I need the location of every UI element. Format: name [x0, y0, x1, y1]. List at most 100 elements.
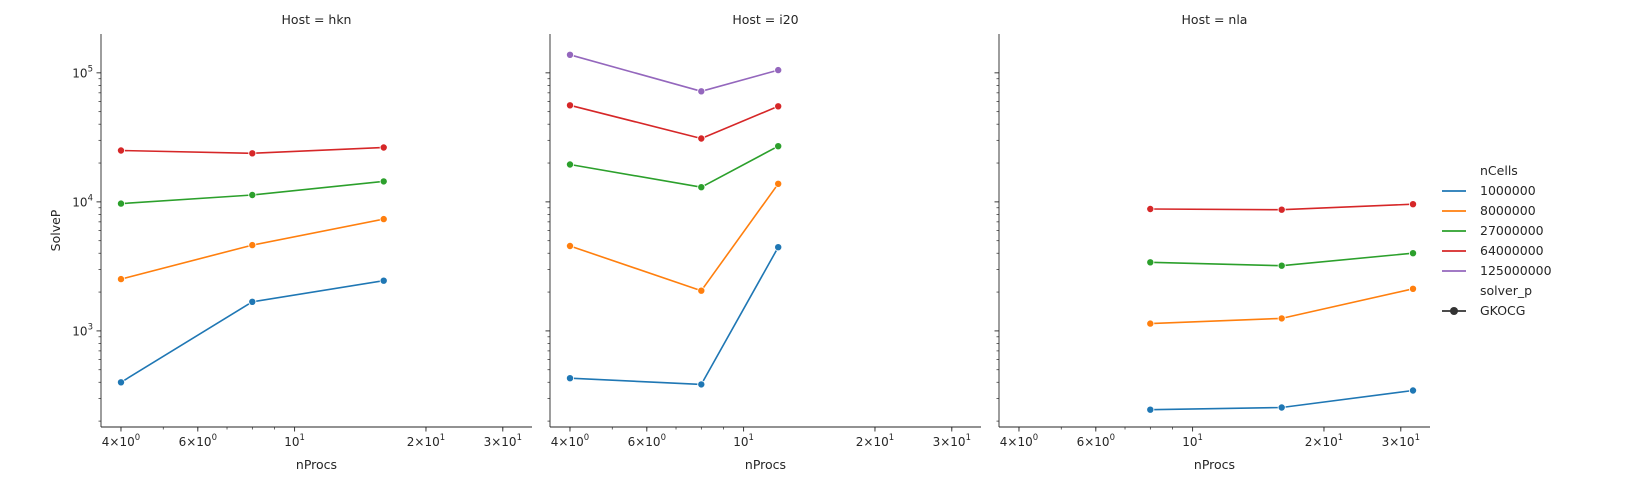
data-point: [248, 241, 257, 250]
legend-label: 1000000: [1480, 183, 1536, 198]
x-tick-base: 3: [1382, 435, 1390, 449]
x-tick-exp: 1: [1198, 433, 1203, 443]
x-tick-exp: 1: [440, 433, 445, 443]
data-point: [697, 380, 706, 389]
x-tick-pow: 10: [568, 435, 583, 449]
series-line-27000000: [569, 145, 779, 188]
x-tick-mult: ×: [186, 435, 196, 449]
data-point: [248, 190, 257, 199]
data-point: [248, 149, 257, 158]
data-point: [697, 87, 706, 96]
x-tick-pow: 10: [1182, 435, 1197, 449]
x-tick-base: 4: [1000, 435, 1008, 449]
x-tick-pow: 10: [1322, 435, 1337, 449]
legend-style-title: solver_p: [1480, 283, 1532, 298]
x-tick-label: 2×101: [407, 433, 445, 449]
x-tick-pow: 10: [733, 435, 748, 449]
series-line-8000000: [569, 183, 779, 292]
series-line-8000000: [120, 218, 384, 280]
data-point: [774, 179, 783, 188]
x-tick-pow: 10: [873, 435, 888, 449]
x-tick-label: 2×101: [856, 433, 894, 449]
x-tick-exp: 0: [1110, 433, 1115, 443]
x-tick-exp: 1: [1338, 433, 1343, 443]
data-point: [1146, 319, 1155, 328]
x-tick-label: 6×100: [179, 433, 217, 449]
data-point: [774, 243, 783, 252]
x-tick-exp: 0: [584, 433, 589, 443]
x-tick-exp: 1: [749, 433, 754, 443]
y-tick-exp: 3: [88, 322, 93, 332]
y-tick-base: 10: [72, 195, 87, 209]
legend: nCells 1000000 8000000 27000000 64000000 1250…: [1442, 163, 1552, 318]
x-tick-exp: 0: [1033, 433, 1038, 443]
x-tick-mult: ×: [109, 435, 119, 449]
y-tick-exp: 4: [88, 193, 93, 203]
x-tick-label: 101: [733, 433, 754, 449]
x-tick-exp: 0: [135, 433, 140, 443]
data-point: [379, 143, 388, 152]
y-axis-label: SolveP: [48, 209, 63, 251]
data-point: [774, 102, 783, 111]
data-point: [379, 215, 388, 224]
x-axis-label: nProcs: [1194, 457, 1235, 472]
legend-label: 8000000: [1480, 203, 1536, 218]
data-point: [566, 160, 575, 169]
x-tick-base: 3: [933, 435, 941, 449]
x-tick-mult: ×: [558, 435, 568, 449]
data-point: [1409, 284, 1418, 293]
x-tick-pow: 10: [1094, 435, 1109, 449]
x-tick-exp: 1: [517, 433, 522, 443]
x-tick-mult: ×: [491, 435, 501, 449]
data-point: [774, 142, 783, 151]
x-tick-exp: 1: [966, 433, 971, 443]
data-point: [248, 297, 257, 306]
x-tick-pow: 10: [196, 435, 211, 449]
data-point: [379, 177, 388, 186]
x-tick-pow: 10: [1399, 435, 1414, 449]
data-point: [774, 66, 783, 75]
panel-title: Host = nla: [1182, 12, 1248, 27]
x-tick-exp: 1: [300, 433, 305, 443]
x-tick-base: 6: [628, 435, 636, 449]
y-tick-base: 10: [72, 66, 87, 80]
x-tick-label: 3×101: [484, 433, 522, 449]
data-point: [1409, 200, 1418, 209]
x-tick-label: 2×101: [1305, 433, 1343, 449]
x-tick-label: 3×101: [933, 433, 971, 449]
x-tick-base: 6: [1077, 435, 1085, 449]
x-tick-exp: 0: [212, 433, 217, 443]
x-tick-label: 4×100: [102, 433, 140, 449]
data-point: [1146, 405, 1155, 414]
series-line-1000000: [120, 279, 384, 383]
legend-label: 27000000: [1480, 223, 1544, 238]
series-line-64000000: [569, 104, 779, 140]
legend-style-entry: GKOCG: [1480, 303, 1525, 318]
x-tick-pow: 10: [1017, 435, 1032, 449]
x-tick-label: 6×100: [1077, 433, 1115, 449]
x-tick-base: 4: [102, 435, 110, 449]
x-tick-base: 2: [407, 435, 415, 449]
data-point: [566, 50, 575, 59]
data-point: [697, 183, 706, 192]
x-tick-exp: 1: [1415, 433, 1420, 443]
x-tick-pow: 10: [119, 435, 134, 449]
y-tick-label: 103: [72, 322, 93, 338]
series-line-125000000: [569, 54, 779, 93]
data-point: [1146, 204, 1155, 213]
x-tick-mult: ×: [1007, 435, 1017, 449]
x-tick-mult: ×: [1084, 435, 1094, 449]
data-point: [117, 378, 126, 387]
data-point: [1277, 403, 1286, 412]
y-tick-label: 104: [72, 193, 93, 209]
data-point: [566, 374, 575, 383]
x-tick-pow: 10: [501, 435, 516, 449]
panel-title: Host = hkn: [282, 12, 352, 27]
x-tick-pow: 10: [284, 435, 299, 449]
data-point: [566, 241, 575, 250]
legend-hue-title: nCells: [1480, 163, 1518, 178]
